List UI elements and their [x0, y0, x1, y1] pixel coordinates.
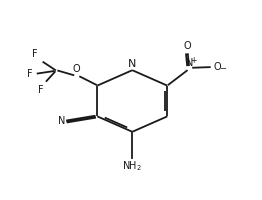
Text: +: + [190, 56, 197, 65]
Text: N: N [128, 59, 137, 69]
Text: −: − [219, 65, 226, 74]
Text: F: F [32, 49, 38, 59]
Text: NH$_2$: NH$_2$ [122, 160, 142, 173]
Text: O: O [72, 64, 80, 74]
Text: O: O [214, 62, 221, 72]
Text: N: N [186, 58, 193, 68]
Text: F: F [38, 85, 43, 95]
Text: F: F [27, 69, 33, 79]
Text: N: N [58, 116, 65, 126]
Text: O: O [184, 41, 191, 51]
